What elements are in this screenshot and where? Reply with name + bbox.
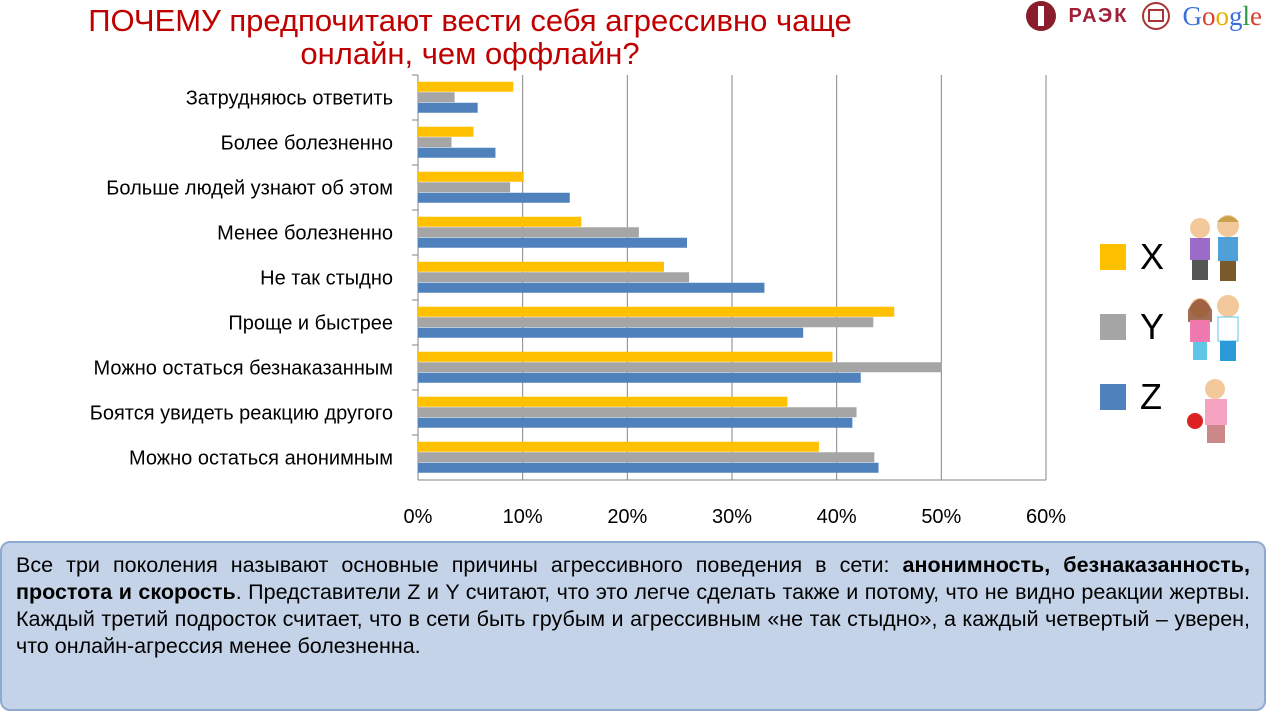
globe-logo-icon <box>1141 2 1170 30</box>
legend-item-z: Z <box>1100 362 1164 432</box>
category-label: Более болезненно <box>221 133 393 155</box>
legend-swatch <box>1100 314 1126 340</box>
bar-x <box>418 306 895 317</box>
category-label: Можно остаться анонимным <box>129 448 393 470</box>
bar-x <box>418 441 819 452</box>
x-tick-label: 10% <box>503 506 543 528</box>
bar-x <box>418 216 582 227</box>
bar-z <box>418 462 879 473</box>
x-tick-label: 60% <box>1026 506 1066 528</box>
bar-x <box>418 126 474 137</box>
category-label: Можно остаться безнаказанным <box>94 358 393 380</box>
bar-y <box>418 452 875 463</box>
kids-y-icon <box>1188 295 1239 361</box>
category-label: Затрудняюсь ответить <box>186 88 393 110</box>
bar-x <box>418 261 664 272</box>
legend-swatch <box>1100 244 1126 270</box>
bar-z <box>418 147 496 158</box>
x-tick-label: 0% <box>404 506 433 528</box>
bar-y <box>418 92 455 103</box>
bar-z <box>418 372 861 383</box>
bar-y <box>418 182 511 193</box>
note-text-1: Все три поколения называют основные прич… <box>16 553 903 577</box>
logos: РАЭК Google <box>1023 0 1262 32</box>
google-logo: Google <box>1182 0 1263 31</box>
bar-x <box>418 396 788 407</box>
page-title: ПОЧЕМУ предпочитают вести себя агрессивн… <box>88 3 852 71</box>
raek-logo: РАЭК <box>1068 4 1129 27</box>
bar-y <box>418 272 690 283</box>
category-label: Боятся увидеть реакцию другого <box>90 403 393 425</box>
kids-z-icon <box>1187 379 1227 443</box>
x-tick-label: 40% <box>817 506 857 528</box>
bar-y <box>418 137 452 148</box>
category-label: Проще и быстрее <box>228 313 393 335</box>
bar-z <box>418 102 478 113</box>
bar-z <box>418 417 853 428</box>
summary-note: Все три поколения называют основные прич… <box>0 541 1266 711</box>
bar-y <box>418 362 942 373</box>
bar-x <box>418 81 514 92</box>
kids-x-icon <box>1190 215 1239 281</box>
bar-z <box>418 282 765 293</box>
legend-item-x: X <box>1100 222 1164 292</box>
category-label: Менее болезненно <box>217 223 393 245</box>
bar-z <box>418 237 687 248</box>
bar-y <box>418 407 857 418</box>
x-tick-label: 20% <box>607 506 647 528</box>
bar-y <box>418 227 639 238</box>
legend-label: Z <box>1140 376 1162 417</box>
category-label: Не так стыдно <box>260 268 393 290</box>
legend-label: Y <box>1140 306 1165 347</box>
bar-y <box>418 317 874 328</box>
x-tick-label: 50% <box>921 506 961 528</box>
bar-x <box>418 351 833 362</box>
note-bold: анонимность, безнаказанность, простота и… <box>16 553 1250 604</box>
bar-chart: 0% 10% 20% 30% 40% 50% 60% Затрудняюсь ответить… <box>90 74 1066 528</box>
legend-swatch <box>1100 384 1126 410</box>
bar-x <box>418 171 524 182</box>
legend-item-y: Y <box>1100 292 1164 362</box>
university-logo-icon <box>1025 1 1056 31</box>
legend-label: X <box>1140 236 1165 277</box>
bar-z <box>418 192 570 203</box>
note-text-2: . Представители Z и Y считают, что это л… <box>16 580 1250 658</box>
category-label: Больше людей узнают об этом <box>106 178 393 200</box>
x-tick-label: 30% <box>712 506 752 528</box>
bar-z <box>418 327 804 338</box>
